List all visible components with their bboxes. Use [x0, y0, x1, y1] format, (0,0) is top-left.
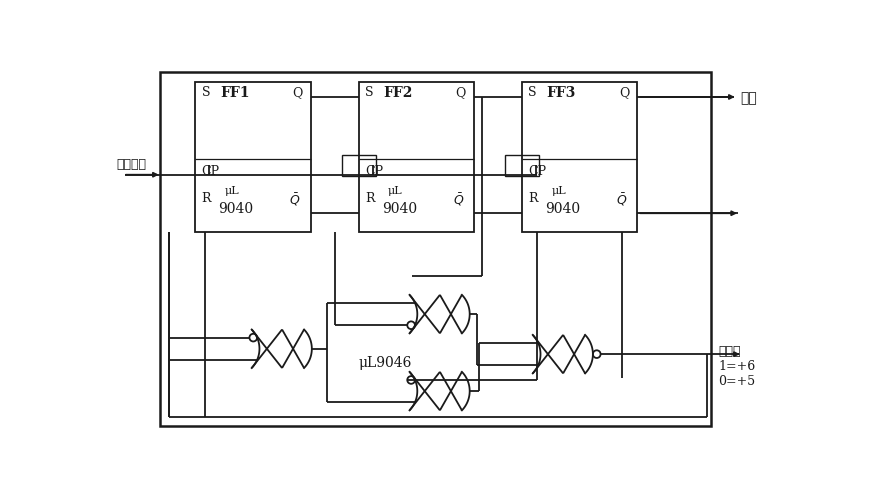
Text: Q: Q: [455, 86, 466, 99]
Text: FF1: FF1: [220, 86, 249, 100]
Text: 脉冲输入: 脉冲输入: [116, 158, 146, 171]
Text: 输出: 输出: [740, 92, 757, 106]
Text: Q: Q: [619, 86, 629, 99]
Bar: [505, 154, 539, 176]
Text: R: R: [365, 192, 374, 204]
Text: CP: CP: [528, 166, 546, 178]
Text: FF2: FF2: [383, 86, 412, 100]
Text: μL: μL: [225, 186, 240, 196]
Text: $\bar{Q}$: $\bar{Q}$: [453, 192, 464, 208]
Text: R: R: [202, 192, 211, 204]
Bar: [359, 82, 474, 232]
Bar: [196, 82, 311, 232]
Text: μL9046: μL9046: [359, 356, 412, 370]
Text: μL: μL: [388, 186, 403, 196]
Text: S: S: [202, 86, 211, 99]
Bar: [160, 72, 711, 426]
Bar: [342, 154, 375, 176]
Text: Q: Q: [292, 86, 303, 99]
Text: CP: CP: [365, 166, 383, 178]
Text: μL: μL: [552, 186, 566, 196]
Text: R: R: [528, 192, 537, 204]
Text: 9040: 9040: [545, 202, 581, 216]
Text: 控制线
1=+6
0=+5: 控制线 1=+6 0=+5: [718, 345, 756, 388]
Text: S: S: [365, 86, 374, 99]
Text: $\bar{Q}$: $\bar{Q}$: [290, 192, 300, 208]
Text: 9040: 9040: [381, 202, 417, 216]
Text: CP: CP: [202, 166, 219, 178]
Text: S: S: [528, 86, 537, 99]
Text: 9040: 9040: [218, 202, 254, 216]
Text: $\bar{Q}$: $\bar{Q}$: [616, 192, 627, 208]
Bar: [522, 82, 638, 232]
Text: FF3: FF3: [546, 86, 576, 100]
